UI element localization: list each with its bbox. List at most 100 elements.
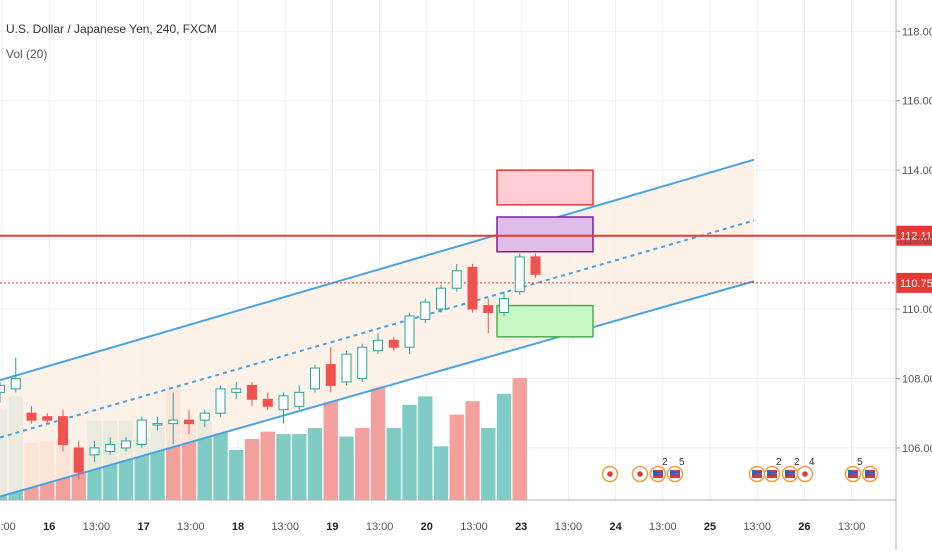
candle-body[interactable]: [42, 416, 53, 421]
flag-stripe: [869, 473, 875, 475]
candle-body[interactable]: [89, 447, 100, 456]
us-flag-event-icon[interactable]: [748, 465, 766, 483]
candle-body[interactable]: [467, 266, 478, 310]
candle-body[interactable]: [436, 287, 446, 310]
flag-stripe: [657, 470, 663, 472]
candle-body[interactable]: [231, 388, 242, 393]
chart-title: U.S. Dollar / Japanese Yen, 240, FXCM: [6, 22, 217, 36]
candle-body[interactable]: [168, 419, 179, 425]
candle-body[interactable]: [357, 346, 368, 379]
volume-bar: [433, 446, 449, 500]
event-count-label: 2: [776, 457, 782, 468]
candle-body[interactable]: [483, 305, 494, 313]
volume-bar: [449, 414, 464, 500]
candle-body[interactable]: [152, 423, 163, 426]
y-tick-label: 110.000: [902, 304, 932, 316]
x-tick-label: 18: [232, 521, 244, 533]
flag-stripe: [674, 473, 680, 475]
economic-event-icon[interactable]: [631, 465, 649, 483]
flag-stripe: [771, 470, 777, 472]
us-flag-event-icon[interactable]: 2: [781, 457, 801, 483]
economic-event-icon[interactable]: [601, 465, 619, 483]
economic-event-icon[interactable]: 4: [796, 457, 816, 483]
channel-upper-line[interactable]: [0, 158, 755, 382]
candle-body[interactable]: [310, 367, 320, 390]
x-tick-label: 20: [421, 521, 433, 533]
volume-bar: [213, 432, 228, 500]
us-flag-event-icon[interactable]: 2: [763, 457, 783, 483]
x-tick-label: 13:00: [460, 521, 488, 533]
flag-stripe: [789, 470, 795, 472]
flag-stripe: [767, 476, 777, 478]
candle-body[interactable]: [388, 339, 399, 348]
flag-stripe: [865, 476, 875, 478]
candle-body[interactable]: [136, 419, 147, 445]
us-flag-event-icon[interactable]: 5: [844, 457, 864, 483]
candle-body[interactable]: [420, 301, 431, 320]
flag-stripe: [653, 476, 663, 478]
event-count-label: 4: [809, 457, 815, 468]
candle-body[interactable]: [199, 412, 210, 421]
candle-body[interactable]: [73, 447, 84, 473]
candle-body[interactable]: [26, 412, 37, 421]
x-tick-label: 13:00: [838, 521, 866, 533]
flag-stripe: [670, 476, 680, 478]
x-tick-label: 13:00: [743, 521, 771, 533]
candle-body[interactable]: [499, 298, 509, 314]
candle-body[interactable]: [10, 377, 21, 390]
us-flag-event-icon[interactable]: 2: [649, 457, 669, 483]
volume-bar: [370, 385, 386, 500]
price-label-box: [896, 225, 932, 246]
zones: [496, 169, 594, 338]
candle-body[interactable]: [121, 440, 131, 449]
flag-stripe: [752, 476, 762, 478]
candle-body[interactable]: [514, 256, 525, 293]
candle-body[interactable]: [278, 395, 289, 411]
flag-stripe: [785, 476, 795, 478]
x-tick-label: 26: [798, 521, 810, 533]
candle-body[interactable]: [294, 391, 305, 407]
candle-body[interactable]: [262, 398, 273, 407]
candle-body[interactable]: [373, 339, 383, 352]
candle-body[interactable]: [184, 419, 194, 425]
candle-body[interactable]: [341, 353, 352, 383]
us-flag-event-icon[interactable]: 5: [666, 457, 686, 483]
y-tick-label: 108.000: [902, 373, 932, 385]
x-tick-label: 13:00: [83, 521, 111, 533]
volume-bar: [496, 393, 512, 500]
candle-body[interactable]: [325, 364, 336, 386]
flag-stripe: [756, 470, 762, 472]
candle-body[interactable]: [404, 315, 415, 348]
price-zone[interactable]: [496, 216, 594, 253]
channel-mid-line[interactable]: [0, 219, 755, 439]
us-flag-event-icon[interactable]: [861, 465, 879, 483]
price-zone[interactable]: [496, 169, 594, 206]
flag-stripe: [657, 473, 663, 475]
chart-legend: U.S. Dollar / Japanese Yen, 240, FXCM Vo…: [6, 22, 217, 61]
candle-body[interactable]: [58, 416, 68, 445]
volume-bar: [292, 434, 307, 500]
candles: [0, 253, 541, 480]
y-tick-label: 116.000: [902, 96, 932, 108]
candle-body[interactable]: [105, 443, 116, 452]
x-tick-label: 13:00: [555, 521, 583, 533]
channel-lower-line[interactable]: [0, 280, 755, 498]
flag-stripe: [852, 470, 858, 472]
candle-body[interactable]: [451, 270, 462, 289]
volume-indicator-label: Vol (20): [6, 47, 48, 61]
flag-stripe: [852, 473, 858, 475]
candle-body[interactable]: [215, 388, 226, 414]
candle-body[interactable]: [0, 384, 5, 393]
volume-bar: [402, 404, 417, 500]
price-zone[interactable]: [496, 304, 594, 338]
event-count-label: 5: [857, 457, 863, 468]
x-tick-label: 13:00: [177, 521, 205, 533]
volume-bar: [276, 434, 291, 500]
candle-body[interactable]: [530, 256, 541, 275]
volume-bar: [323, 401, 338, 500]
candle-body[interactable]: [247, 384, 257, 400]
volume-bar: [418, 396, 433, 500]
